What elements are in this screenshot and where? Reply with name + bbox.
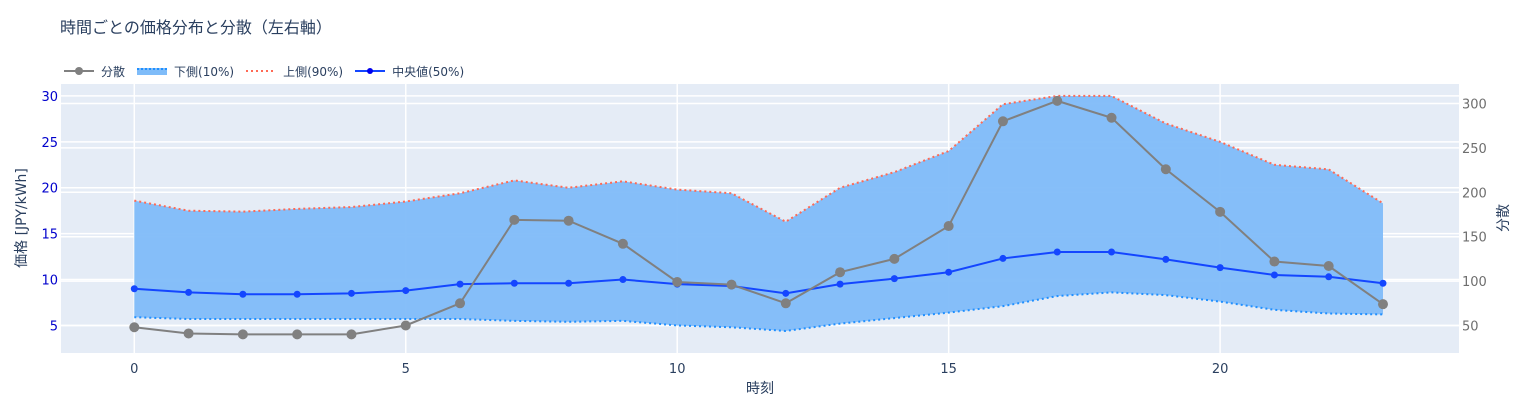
median-marker[interactable] bbox=[1325, 273, 1333, 281]
median-marker[interactable] bbox=[999, 254, 1007, 262]
dotted-line-icon bbox=[246, 70, 277, 72]
filled-dotted-line-icon bbox=[137, 68, 168, 75]
median-marker[interactable] bbox=[347, 289, 355, 297]
variance-marker[interactable] bbox=[129, 322, 140, 333]
legend-label: 中央値(50%) bbox=[392, 64, 465, 79]
variance-marker[interactable] bbox=[237, 329, 248, 340]
legend-item-median-50[interactable]: 中央値(50%) bbox=[353, 63, 464, 80]
variance-marker[interactable] bbox=[1160, 164, 1171, 175]
median-marker[interactable] bbox=[1270, 271, 1278, 279]
legend-item-lower-10[interactable]: 下側(10%) bbox=[135, 63, 234, 80]
chart-title: 時間ごとの価格分布と分散（左右軸） bbox=[60, 18, 332, 37]
x-axis-title: 時刻 bbox=[746, 381, 774, 397]
x-tick-label: 5 bbox=[402, 362, 410, 377]
median-marker[interactable] bbox=[1162, 255, 1170, 263]
y-tick-label: 10 bbox=[41, 274, 58, 289]
x-tick-label: 15 bbox=[940, 362, 957, 377]
y-tick-label: 20 bbox=[41, 182, 58, 197]
median-marker[interactable] bbox=[619, 276, 627, 284]
median-line bbox=[134, 251, 1384, 296]
variance-marker[interactable] bbox=[835, 267, 846, 278]
y2-axis-title: 分散 bbox=[1496, 204, 1512, 232]
median-marker[interactable] bbox=[945, 268, 953, 276]
variance-marker[interactable] bbox=[509, 214, 520, 225]
y-tick-label: 25 bbox=[41, 136, 58, 151]
variance-marker[interactable] bbox=[1323, 260, 1334, 271]
variance-marker[interactable] bbox=[1269, 256, 1280, 267]
median-marker[interactable] bbox=[239, 290, 247, 298]
band-fill bbox=[134, 95, 1383, 331]
median-marker[interactable] bbox=[402, 287, 410, 295]
median-marker[interactable] bbox=[836, 280, 844, 288]
variance-marker[interactable] bbox=[726, 279, 737, 290]
median-marker[interactable] bbox=[890, 275, 898, 283]
y-tick-label: 15 bbox=[41, 228, 58, 243]
y-axis-title: 価格 [JPY/kWh] bbox=[14, 168, 30, 268]
median-marker[interactable] bbox=[1053, 248, 1061, 256]
legend-label: 下側(10%) bbox=[174, 64, 235, 79]
legend-label: 分散 bbox=[101, 64, 126, 79]
variance-marker[interactable] bbox=[672, 276, 683, 287]
y2-tick-label: 250 bbox=[1462, 142, 1487, 157]
variance-marker[interactable] bbox=[455, 298, 466, 309]
variance-marker[interactable] bbox=[563, 215, 574, 226]
variance-marker[interactable] bbox=[183, 328, 194, 339]
y2-tick-label: 50 bbox=[1462, 319, 1479, 334]
variance-marker[interactable] bbox=[1052, 95, 1063, 106]
median-marker[interactable] bbox=[510, 279, 518, 287]
x-tick-label: 10 bbox=[669, 362, 686, 377]
line-marker-icon bbox=[64, 67, 94, 75]
variance-marker[interactable] bbox=[400, 320, 411, 331]
variance-marker[interactable] bbox=[1377, 299, 1388, 310]
legend-label: 上側(90%) bbox=[283, 64, 344, 79]
median-marker[interactable] bbox=[1379, 279, 1387, 287]
y2-tick-label: 150 bbox=[1462, 231, 1487, 246]
variance-marker[interactable] bbox=[943, 221, 954, 232]
median-marker[interactable] bbox=[782, 289, 790, 297]
median-marker[interactable] bbox=[1108, 248, 1116, 256]
line-marker-icon bbox=[355, 68, 386, 74]
y-tick-label: 30 bbox=[41, 90, 58, 105]
y2-tick-label: 300 bbox=[1462, 98, 1487, 113]
legend: 分散 下側(10%) 上側(90%) 中央値(50%) bbox=[62, 60, 473, 82]
x-tick-label: 20 bbox=[1212, 362, 1229, 377]
tick-labels: 5 10 15 20 25 30 50 100 150 200 250 300 0 5 10 15 20 bbox=[41, 90, 1486, 377]
variance-marker[interactable] bbox=[889, 253, 900, 264]
median-marker[interactable] bbox=[293, 290, 301, 298]
y2-tick-label: 200 bbox=[1462, 186, 1487, 201]
variance-line bbox=[134, 99, 1384, 336]
x-tick-label: 0 bbox=[130, 362, 138, 377]
median-marker[interactable] bbox=[130, 285, 138, 293]
variance-marker[interactable] bbox=[1215, 206, 1226, 217]
median-marker[interactable] bbox=[565, 279, 573, 287]
median-marker[interactable] bbox=[185, 288, 193, 296]
variance-marker[interactable] bbox=[780, 298, 791, 309]
series-lines bbox=[129, 94, 1388, 340]
median-marker[interactable] bbox=[1216, 264, 1224, 272]
variance-marker[interactable] bbox=[1106, 112, 1117, 123]
band-area bbox=[134, 95, 1383, 331]
variance-marker[interactable] bbox=[346, 329, 357, 340]
legend-item-variance[interactable]: 分散 bbox=[62, 63, 125, 80]
variance-marker[interactable] bbox=[997, 116, 1008, 127]
y2-tick-label: 100 bbox=[1462, 275, 1487, 290]
legend-item-upper-90[interactable]: 上側(90%) bbox=[244, 63, 343, 80]
variance-marker[interactable] bbox=[617, 238, 628, 249]
variance-marker[interactable] bbox=[292, 329, 303, 340]
y-tick-label: 5 bbox=[50, 319, 58, 334]
median-marker[interactable] bbox=[456, 280, 464, 288]
